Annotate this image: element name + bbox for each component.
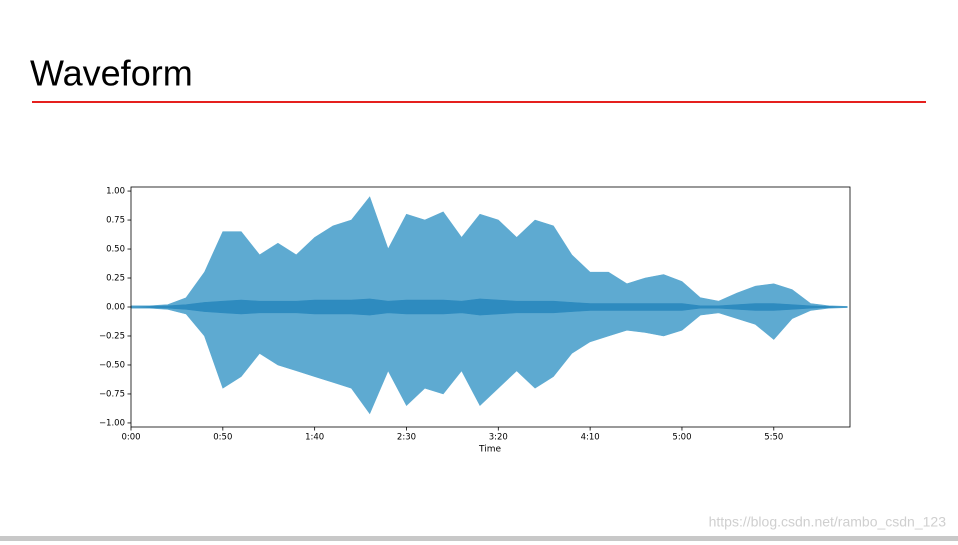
x-tick-label: 0:50 xyxy=(213,433,232,443)
y-tick-label: −0.25 xyxy=(99,331,125,341)
x-axis-label: Time xyxy=(478,445,501,455)
bottom-bar xyxy=(0,536,958,541)
x-tick-label: 4:10 xyxy=(581,433,600,443)
y-tick-label: −0.75 xyxy=(99,389,125,399)
x-tick-label: 2:30 xyxy=(397,433,416,443)
y-tick-label: 0.00 xyxy=(106,303,125,313)
waveform-area xyxy=(130,306,848,316)
watermark: https://blog.csdn.net/rambo_csdn_123 xyxy=(709,514,947,530)
y-tick-label: −0.50 xyxy=(99,360,125,370)
x-tick-label: 5:00 xyxy=(672,433,691,443)
plot xyxy=(130,196,848,415)
waveform-area xyxy=(130,306,848,415)
x-tick-label: 3:20 xyxy=(489,433,508,443)
x-tick-label: 1:40 xyxy=(305,433,324,443)
y-tick-label: 0.75 xyxy=(106,216,125,226)
waveform-area xyxy=(130,298,848,308)
y-tick-label: 0.50 xyxy=(106,245,125,255)
x-tick-label: 0:00 xyxy=(121,433,140,443)
y-tick-label: 1.00 xyxy=(106,187,125,197)
waveform-area xyxy=(130,196,848,308)
slide-title: Waveform xyxy=(30,53,193,94)
y-tick-label: −1.00 xyxy=(99,418,125,428)
x-tick-label: 5:50 xyxy=(764,433,783,443)
y-tick-label: 0.25 xyxy=(106,274,125,284)
